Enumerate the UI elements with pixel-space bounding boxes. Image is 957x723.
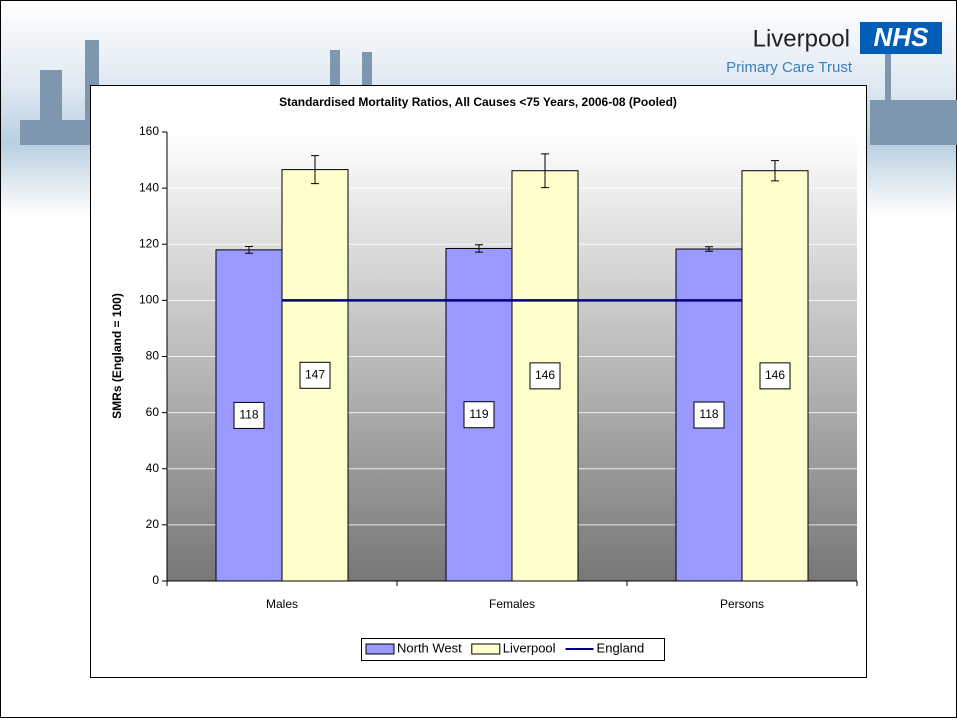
y-axis-title: SMRs (England = 100) xyxy=(110,293,124,419)
y-tick-label: 100 xyxy=(139,293,159,307)
y-tick-label: 60 xyxy=(146,405,160,419)
logo-name: Liverpool xyxy=(753,25,850,52)
legend-swatch xyxy=(366,644,394,654)
y-tick-label: 120 xyxy=(139,236,159,250)
page: Liverpool NHS Primary Care Trust Standar… xyxy=(0,0,957,723)
slide: Liverpool NHS Primary Care Trust Standar… xyxy=(0,0,957,718)
x-tick-label: Males xyxy=(266,597,298,611)
y-tick-label: 140 xyxy=(139,180,159,194)
data-label: 147 xyxy=(305,367,325,381)
legend-label: North West xyxy=(397,640,462,655)
logo-badge: NHS xyxy=(874,22,930,52)
y-tick-label: 20 xyxy=(146,517,160,531)
data-label: 146 xyxy=(535,368,555,382)
data-label: 146 xyxy=(765,368,785,382)
chart-title: Standardised Mortality Ratios, All Cause… xyxy=(279,95,677,109)
legend-label: Liverpool xyxy=(503,640,556,655)
x-tick-label: Persons xyxy=(720,597,764,611)
y-tick-label: 160 xyxy=(139,124,159,138)
data-label: 118 xyxy=(239,408,258,422)
y-tick-label: 40 xyxy=(146,461,160,475)
data-label: 119 xyxy=(469,407,488,421)
data-label: 118 xyxy=(699,407,718,421)
logo-subtitle: Primary Care Trust xyxy=(726,59,853,76)
y-tick-label: 80 xyxy=(146,349,160,363)
x-tick-label: Females xyxy=(489,597,535,611)
y-tick-label: 0 xyxy=(152,573,159,587)
legend-label: England xyxy=(597,640,645,655)
legend-swatch xyxy=(472,644,500,654)
